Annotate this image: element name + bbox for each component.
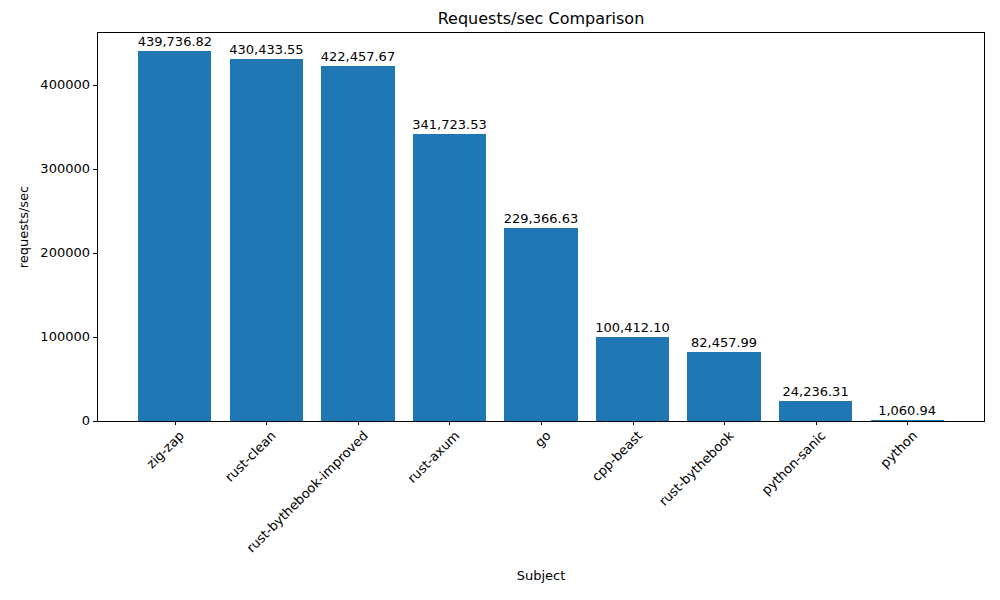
x-tick-mark xyxy=(816,421,817,425)
x-tick-mark xyxy=(266,421,267,425)
y-tick-label: 100000 xyxy=(40,329,90,345)
y-tick-label: 0 xyxy=(82,413,90,429)
x-tick-mark xyxy=(907,421,908,425)
y-tick-mark xyxy=(93,253,97,254)
x-tick-mark xyxy=(541,421,542,425)
x-tick-label: python xyxy=(877,428,920,471)
bar-value-label: 439,736.82 xyxy=(138,34,212,49)
x-tick-mark xyxy=(633,421,634,425)
plot-area: 439,736.82 430,433.55 422,457.67 341,723.53… xyxy=(97,32,985,422)
y-tick-label: 400000 xyxy=(40,77,90,93)
bar-chart-figure: Requests/sec Comparison requests/sec 439… xyxy=(0,0,1000,600)
x-tick-mark xyxy=(724,421,725,425)
bar-value-label: 229,366.63 xyxy=(504,211,578,226)
bar-cpp-beast xyxy=(596,337,669,421)
x-tick-mark xyxy=(175,421,176,425)
x-tick-label: go xyxy=(532,428,554,450)
bar-zig-zap xyxy=(138,51,211,421)
bar-value-label: 82,457.99 xyxy=(691,335,757,350)
chart-title: Requests/sec Comparison xyxy=(97,9,985,28)
y-tick-mark xyxy=(93,421,97,422)
bar-value-label: 24,236.31 xyxy=(782,384,848,399)
x-tick-label: cpp-beast xyxy=(589,428,645,484)
bar-rust-bythebook xyxy=(687,352,760,421)
bar-rust-clean xyxy=(230,59,303,421)
y-tick-mark xyxy=(93,169,97,170)
x-tick-label: rust-clean xyxy=(222,428,279,485)
y-tick-mark xyxy=(93,85,97,86)
y-tick-mark xyxy=(93,337,97,338)
x-tick-label: rust-bythebook xyxy=(656,428,737,509)
y-tick-label: 300000 xyxy=(40,161,90,177)
x-tick-label: zig-zap xyxy=(144,428,187,471)
bar-value-label: 1,060.94 xyxy=(878,403,936,418)
bar-rust-bythebook-improved xyxy=(321,66,394,421)
x-axis-label: Subject xyxy=(97,568,985,583)
y-tick-label: 200000 xyxy=(40,245,90,261)
bar-rust-axum xyxy=(413,134,486,421)
x-tick-label: python-sanic xyxy=(758,428,828,498)
bar-value-label: 341,723.53 xyxy=(412,117,486,132)
x-tick-mark xyxy=(358,421,359,425)
bar-python-sanic xyxy=(779,401,852,421)
bar-go xyxy=(504,228,577,421)
x-tick-label: rust-axum xyxy=(404,428,462,486)
x-tick-mark xyxy=(449,421,450,425)
bar-value-label: 100,412.10 xyxy=(595,320,669,335)
y-axis-label: requests/sec xyxy=(16,186,31,269)
bar-value-label: 422,457.67 xyxy=(321,49,395,64)
bar-value-label: 430,433.55 xyxy=(229,42,303,57)
